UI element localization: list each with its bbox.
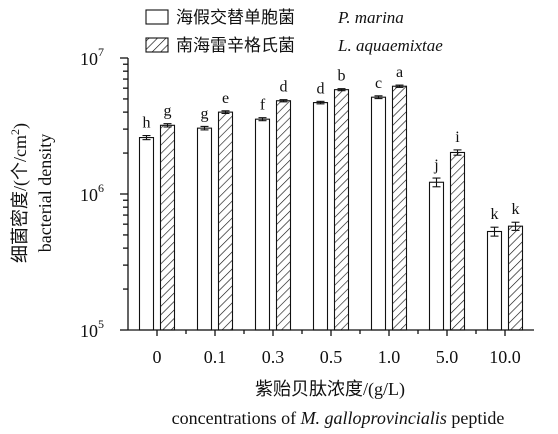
legend-label-p-marina-cn: 海假交替单胞菌: [176, 8, 295, 27]
y-tick-label-base: 10: [80, 185, 98, 205]
x-axis-ticks: 0 0.1 0.3 0.5 1.0 5.0 10.0: [153, 330, 521, 367]
significance-letter-p-marina-0-5: d: [317, 80, 325, 97]
y-tick-label-exponent: 5: [98, 317, 104, 331]
y-axis-title-cn-prefix: 细菌密度/(个/cm: [10, 135, 31, 263]
bar-p-marina-5-0: [428, 181, 445, 331]
significance-letter-l-aquaemixtae-1-0: a: [396, 64, 403, 81]
x-tick-label-1-0: 1.0: [378, 347, 401, 367]
x-axis-title-cn: 紫贻贝肽浓度/(g/L): [255, 379, 405, 400]
bar-p-marina-10-0: [486, 230, 503, 331]
bar-p-marina-0: [138, 137, 155, 331]
legend: 海假交替单胞菌 P. marina 南海雷辛格氏菌 L. aquaemixtae: [145, 8, 443, 55]
y-tick-label-base: 10: [80, 321, 98, 341]
legend-label-p-marina-en: P. marina: [337, 8, 404, 27]
bar-p-marina-0-1: [196, 127, 213, 331]
y-tick-label-10-6: 106: [80, 181, 104, 205]
legend-label-l-aquaemixtae-cn: 南海雷辛格氏菌: [176, 36, 295, 55]
significance-letter-p-marina-5-0: j: [433, 157, 438, 174]
significance-letter-p-marina-0: h: [143, 115, 151, 132]
bar-l-aquaemixtae-5-0: [449, 151, 466, 331]
x-axis-title-en-italic: M. galloprovincialis: [300, 408, 447, 428]
x-tick-label-10-0: 10.0: [489, 347, 521, 367]
y-tick-label-base: 10: [80, 49, 98, 69]
legend-label-l-aquaemixtae-en: L. aquaemixtae: [337, 36, 443, 55]
x-tick-label-0: 0: [153, 347, 162, 367]
significance-letter-p-marina-0-3: f: [260, 97, 266, 114]
y-tick-label-exponent: 6: [98, 181, 104, 195]
bar-p-marina-0-3: [254, 118, 271, 331]
y-tick-label-10-7: 107: [80, 45, 104, 69]
significance-letter-l-aquaemixtae-0-3: d: [280, 79, 288, 96]
x-tick-label-0-3: 0.3: [262, 347, 285, 367]
significance-letter-l-aquaemixtae-5-0: i: [455, 129, 460, 146]
bar-p-marina-0-5: [312, 102, 329, 331]
significance-letter-l-aquaemixtae-0: g: [164, 103, 172, 120]
x-axis-title-en-prefix: concentrations of: [172, 408, 301, 428]
significance-letter-p-marina-10-0: k: [491, 206, 499, 223]
y-axis-title: 细菌密度/(个/cm2) bacterial density: [8, 123, 55, 263]
y-axis-title-en: bacterial density: [35, 134, 55, 252]
significance-letter-l-aquaemixtae-0-5: b: [338, 68, 346, 85]
y-axis-title-cn-superscript: 2: [8, 129, 22, 135]
x-axis-title-en-suffix: peptide: [447, 408, 504, 428]
x-axis-title-en: concentrations of M. galloprovincialis p…: [172, 408, 505, 428]
legend-swatch-l-aquaemixtae: [145, 37, 169, 53]
bar-l-aquaemixtae-1-0: [391, 85, 408, 331]
x-tick-label-5-0: 5.0: [436, 347, 459, 367]
x-axis-title: 紫贻贝肽浓度/(g/L) concentrations of M. gallop…: [172, 379, 505, 428]
bar-l-aquaemixtae-0-1: [217, 111, 234, 331]
bar-p-marina-1-0: [370, 96, 387, 331]
y-tick-label-10-5: 105: [80, 317, 104, 341]
bar-l-aquaemixtae-0-5: [333, 89, 350, 331]
significance-letter-p-marina-1-0: c: [375, 75, 382, 92]
x-tick-label-0-5: 0.5: [320, 347, 343, 367]
y-axis-title-cn-suffix: ): [10, 123, 31, 129]
significance-letter-p-marina-0-1: g: [201, 105, 209, 122]
bar-l-aquaemixtae-10-0: [507, 225, 524, 331]
significance-letter-l-aquaemixtae-10-0: k: [512, 201, 520, 218]
axes: [127, 58, 534, 331]
bar-l-aquaemixtae-0: [159, 124, 176, 331]
legend-swatch-p-marina: [145, 9, 169, 25]
y-tick-label-exponent: 7: [98, 45, 104, 59]
bar-l-aquaemixtae-0-3: [275, 100, 292, 331]
significance-letter-l-aquaemixtae-0-1: e: [222, 90, 229, 107]
y-axis-title-cn: 细菌密度/(个/cm2): [8, 123, 31, 263]
x-tick-label-0-1: 0.1: [204, 347, 227, 367]
